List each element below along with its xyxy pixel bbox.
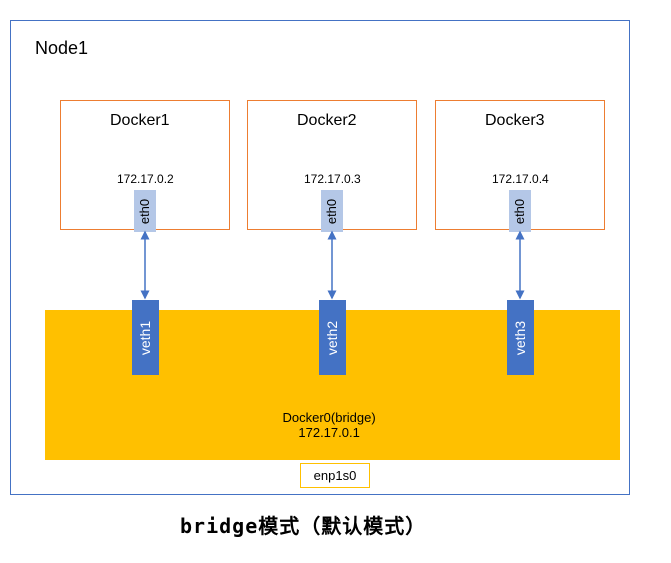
diagram-caption: bridge模式（默认模式） <box>180 510 426 539</box>
arrows <box>0 0 671 563</box>
